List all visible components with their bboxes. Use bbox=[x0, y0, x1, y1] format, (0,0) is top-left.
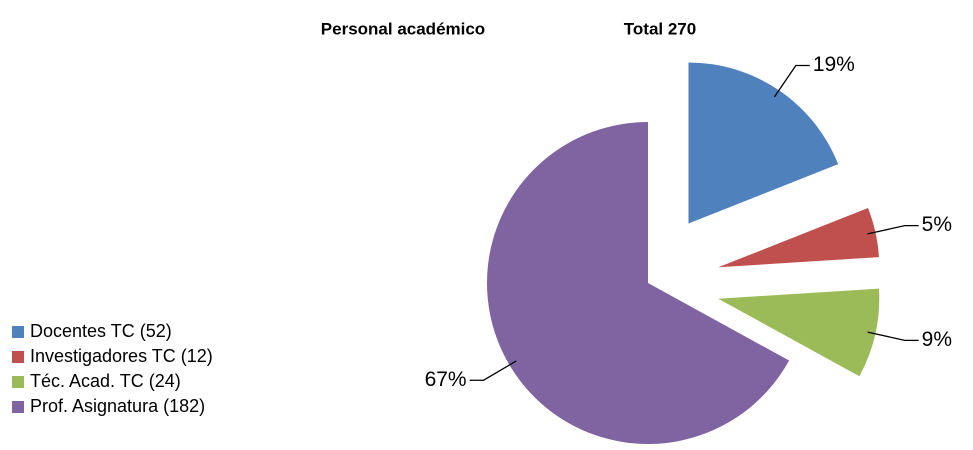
legend-label: Téc. Acad. TC (24) bbox=[30, 371, 181, 391]
legend-swatch bbox=[12, 401, 24, 413]
data-label: 67% bbox=[425, 368, 467, 391]
pie-slice bbox=[718, 288, 880, 377]
leader-line bbox=[867, 224, 919, 235]
leader-line bbox=[773, 64, 810, 98]
pie-slice bbox=[688, 62, 839, 224]
leader-line bbox=[469, 360, 517, 381]
legend-label: Prof. Asignatura (182) bbox=[30, 396, 205, 416]
data-label: 5% bbox=[922, 213, 952, 236]
legend-swatch bbox=[12, 376, 24, 388]
legend-label: Docentes TC (52) bbox=[30, 321, 172, 341]
pie-slice bbox=[487, 122, 790, 444]
chart-subtitle: Total 270 bbox=[624, 19, 696, 38]
pie-slice bbox=[718, 208, 879, 268]
legend-swatch bbox=[12, 326, 24, 338]
legend-label: Investigadores TC (12) bbox=[30, 346, 213, 366]
leader-line bbox=[867, 331, 919, 342]
data-label: 9% bbox=[922, 328, 952, 351]
legend-swatch bbox=[12, 351, 24, 363]
data-label: 19% bbox=[813, 53, 855, 76]
chart-title: Personal académico bbox=[321, 19, 485, 38]
